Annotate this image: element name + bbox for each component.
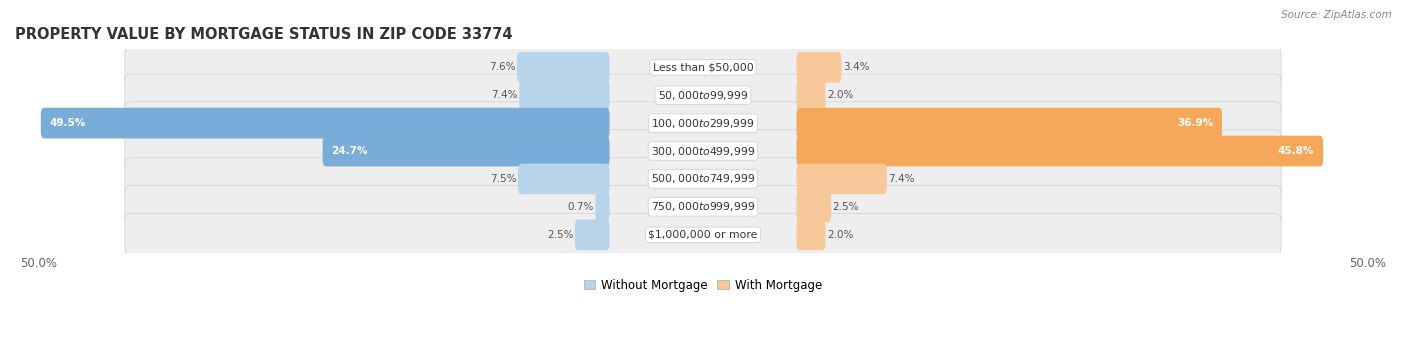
Text: $300,000 to $499,999: $300,000 to $499,999: [651, 144, 755, 157]
Text: 2.5%: 2.5%: [832, 202, 859, 212]
FancyBboxPatch shape: [125, 130, 1281, 172]
FancyBboxPatch shape: [796, 108, 1222, 138]
Text: $1,000,000 or more: $1,000,000 or more: [648, 230, 758, 240]
FancyBboxPatch shape: [125, 102, 1281, 144]
FancyBboxPatch shape: [517, 164, 610, 194]
Text: 24.7%: 24.7%: [332, 146, 368, 156]
Text: 0.7%: 0.7%: [568, 202, 593, 212]
Text: 2.0%: 2.0%: [827, 230, 853, 240]
Text: Less than $50,000: Less than $50,000: [652, 62, 754, 72]
FancyBboxPatch shape: [322, 136, 610, 166]
FancyBboxPatch shape: [41, 108, 610, 138]
FancyBboxPatch shape: [125, 214, 1281, 256]
Text: 49.5%: 49.5%: [49, 118, 86, 128]
Text: 2.0%: 2.0%: [827, 90, 853, 100]
FancyBboxPatch shape: [796, 136, 1323, 166]
FancyBboxPatch shape: [796, 219, 825, 250]
Text: $50,000 to $99,999: $50,000 to $99,999: [658, 89, 748, 102]
Text: PROPERTY VALUE BY MORTGAGE STATUS IN ZIP CODE 33774: PROPERTY VALUE BY MORTGAGE STATUS IN ZIP…: [15, 27, 513, 42]
Text: Source: ZipAtlas.com: Source: ZipAtlas.com: [1281, 10, 1392, 20]
FancyBboxPatch shape: [796, 80, 825, 110]
FancyBboxPatch shape: [125, 46, 1281, 88]
FancyBboxPatch shape: [125, 158, 1281, 200]
Text: $100,000 to $299,999: $100,000 to $299,999: [651, 117, 755, 130]
FancyBboxPatch shape: [796, 191, 831, 222]
FancyBboxPatch shape: [796, 164, 887, 194]
Legend: Without Mortgage, With Mortgage: Without Mortgage, With Mortgage: [583, 279, 823, 292]
Text: 3.4%: 3.4%: [842, 62, 869, 72]
FancyBboxPatch shape: [796, 52, 841, 83]
FancyBboxPatch shape: [517, 52, 610, 83]
Text: 2.5%: 2.5%: [547, 230, 574, 240]
FancyBboxPatch shape: [125, 74, 1281, 116]
Text: 7.4%: 7.4%: [491, 90, 517, 100]
FancyBboxPatch shape: [595, 191, 610, 222]
Text: $750,000 to $999,999: $750,000 to $999,999: [651, 200, 755, 214]
FancyBboxPatch shape: [575, 219, 610, 250]
Text: 7.6%: 7.6%: [489, 62, 516, 72]
Text: 36.9%: 36.9%: [1177, 118, 1213, 128]
Text: $500,000 to $749,999: $500,000 to $749,999: [651, 172, 755, 185]
FancyBboxPatch shape: [519, 80, 610, 110]
Text: 45.8%: 45.8%: [1278, 146, 1315, 156]
Text: 7.4%: 7.4%: [889, 174, 915, 184]
Text: 7.5%: 7.5%: [491, 174, 516, 184]
FancyBboxPatch shape: [125, 186, 1281, 228]
